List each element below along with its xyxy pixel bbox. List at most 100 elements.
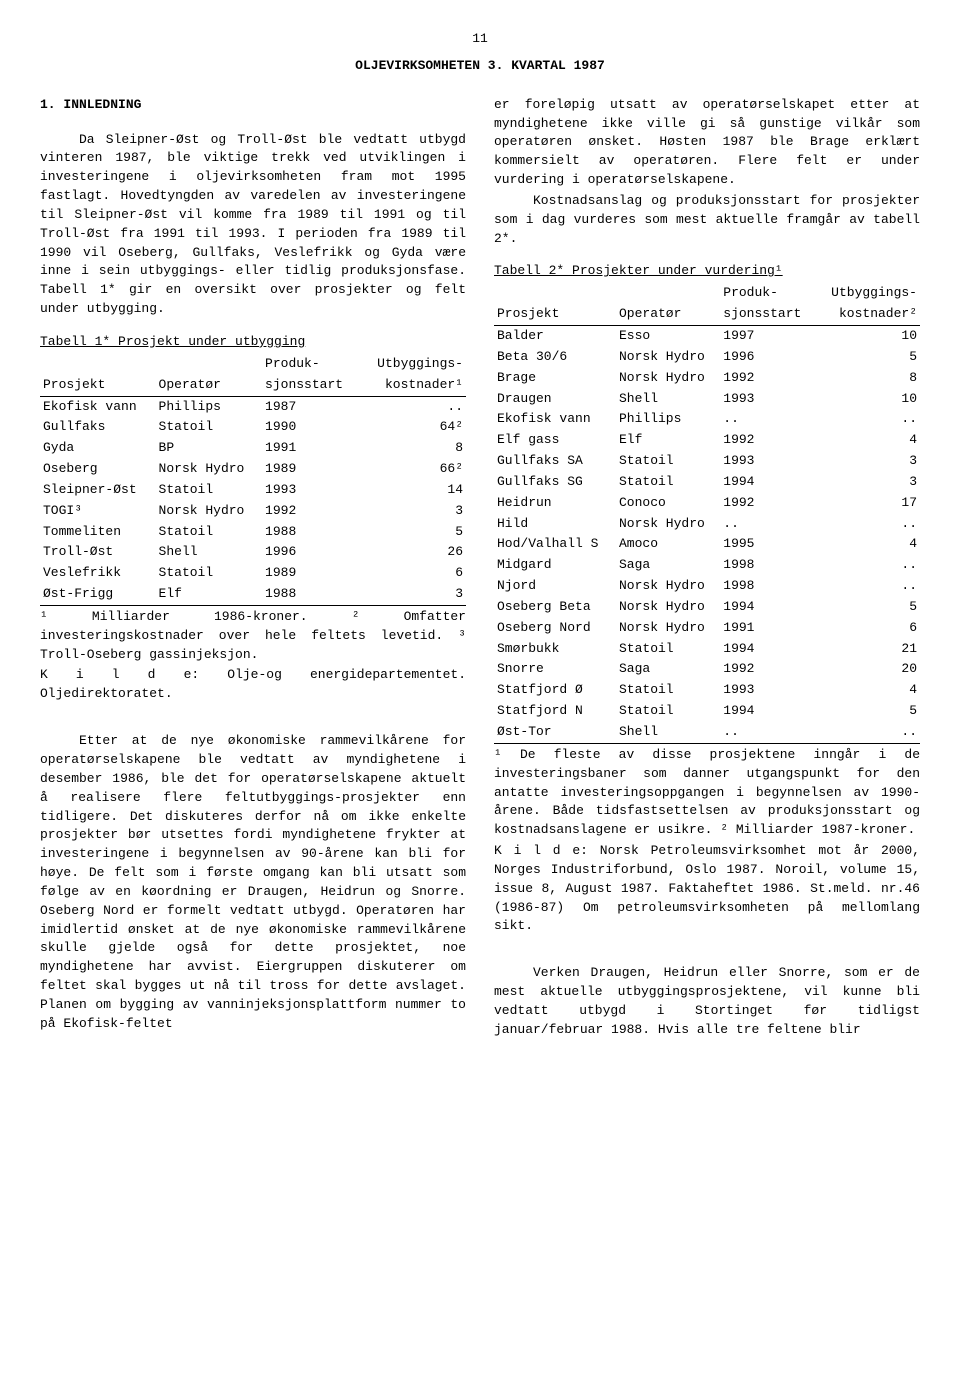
table-cell: Midgard bbox=[494, 555, 616, 576]
table-cell: 1993 bbox=[262, 480, 359, 501]
table-cell: 1993 bbox=[720, 680, 815, 701]
right-column: er foreløpig utsatt av operatørselskapet… bbox=[494, 96, 920, 1042]
table-cell: Veslefrikk bbox=[40, 563, 156, 584]
table-cell: Elf bbox=[156, 584, 263, 605]
table-cell: Norsk Hydro bbox=[156, 459, 263, 480]
table-cell: Gullfaks SA bbox=[494, 451, 616, 472]
table-cell: Phillips bbox=[616, 409, 720, 430]
table-cell: Hild bbox=[494, 514, 616, 535]
table-cell: 1994 bbox=[720, 597, 815, 618]
table-cell: Hod/Valhall S bbox=[494, 534, 616, 555]
table-header-row: Produk- Utbyggings- bbox=[40, 354, 466, 375]
table-row: Sleipner-ØstStatoil199314 bbox=[40, 480, 466, 501]
table-cell: .. bbox=[720, 409, 815, 430]
table-row: VeslefrikkStatoil19896 bbox=[40, 563, 466, 584]
paragraph: er foreløpig utsatt av operatørselskapet… bbox=[494, 96, 920, 190]
table-cell: Amoco bbox=[616, 534, 720, 555]
table-cell: 1989 bbox=[262, 563, 359, 584]
col-header: sjonsstart bbox=[262, 375, 359, 396]
table-cell: Norsk Hydro bbox=[616, 368, 720, 389]
table-cell: Elf gass bbox=[494, 430, 616, 451]
table-cell: 3 bbox=[359, 584, 466, 605]
table-header-row: Prosjekt Operatør sjonsstart kostnader¹ bbox=[40, 375, 466, 396]
table-row: Beta 30/6Norsk Hydro19965 bbox=[494, 347, 920, 368]
table-row: NjordNorsk Hydro1998.. bbox=[494, 576, 920, 597]
table-cell: Shell bbox=[616, 389, 720, 410]
table-header-row: Produk- Utbyggings- bbox=[494, 283, 920, 304]
table-cell: Statoil bbox=[616, 451, 720, 472]
table-cell: 1992 bbox=[720, 659, 815, 680]
col-header: Prosjekt bbox=[40, 375, 156, 396]
table-cell: .. bbox=[816, 555, 920, 576]
table-cell: Draugen bbox=[494, 389, 616, 410]
table-cell: 8 bbox=[816, 368, 920, 389]
col-header: kostnader¹ bbox=[359, 375, 466, 396]
col-header: Produk- bbox=[720, 283, 815, 304]
table-cell: 5 bbox=[816, 347, 920, 368]
table-cell: 1992 bbox=[720, 430, 815, 451]
table-cell: Esso bbox=[616, 325, 720, 346]
col-header: Utbyggings- bbox=[359, 354, 466, 375]
table-row: Elf gassElf19924 bbox=[494, 430, 920, 451]
table-cell: Troll-Øst bbox=[40, 542, 156, 563]
table-cell: 17 bbox=[816, 493, 920, 514]
table-cell: Ekofisk vann bbox=[494, 409, 616, 430]
table-cell: 1988 bbox=[262, 584, 359, 605]
table-cell: 1996 bbox=[262, 542, 359, 563]
table-cell: 1994 bbox=[720, 701, 815, 722]
table-row: SnorreSaga199220 bbox=[494, 659, 920, 680]
table-cell: Statoil bbox=[156, 522, 263, 543]
table-cell: 1987 bbox=[262, 396, 359, 417]
table-cell: Elf bbox=[616, 430, 720, 451]
table-cell: 66² bbox=[359, 459, 466, 480]
table-cell: Shell bbox=[616, 722, 720, 743]
table-cell: Gullfaks SG bbox=[494, 472, 616, 493]
table-cell: Norsk Hydro bbox=[616, 514, 720, 535]
table-cell: Øst-Tor bbox=[494, 722, 616, 743]
two-column-layout: 1. INNLEDNING Da Sleipner-Øst og Troll-Ø… bbox=[40, 96, 920, 1042]
table-header-row: Prosjekt Operatør sjonsstart kostnader² bbox=[494, 304, 920, 325]
table-row: Statfjord ØStatoil19934 bbox=[494, 680, 920, 701]
table-cell: TOGI³ bbox=[40, 501, 156, 522]
table-cell: Njord bbox=[494, 576, 616, 597]
table-row: Gullfaks SGStatoil19943 bbox=[494, 472, 920, 493]
table-cell: .. bbox=[720, 722, 815, 743]
table-row: OsebergNorsk Hydro198966² bbox=[40, 459, 466, 480]
table-cell: 1989 bbox=[262, 459, 359, 480]
table-cell: Statoil bbox=[616, 639, 720, 660]
table-cell: 1993 bbox=[720, 451, 815, 472]
table2-footnote: ¹ De fleste av disse prosjektene inngår … bbox=[494, 746, 920, 840]
table-cell: Statoil bbox=[156, 480, 263, 501]
table-row: DraugenShell199310 bbox=[494, 389, 920, 410]
table-cell: 3 bbox=[359, 501, 466, 522]
table-cell: Brage bbox=[494, 368, 616, 389]
table-row: Oseberg BetaNorsk Hydro19945 bbox=[494, 597, 920, 618]
table-cell: Øst-Frigg bbox=[40, 584, 156, 605]
table-cell: 1991 bbox=[720, 618, 815, 639]
table-cell: Oseberg Beta bbox=[494, 597, 616, 618]
col-header: sjonsstart bbox=[720, 304, 815, 325]
table-cell: 1992 bbox=[262, 501, 359, 522]
col-header: Utbyggings- bbox=[816, 283, 920, 304]
table2-kilde: K i l d e: Norsk Petroleumsvirksomhet mo… bbox=[494, 842, 920, 936]
table-row: Troll-ØstShell199626 bbox=[40, 542, 466, 563]
table-cell: .. bbox=[816, 722, 920, 743]
table-cell: Heidrun bbox=[494, 493, 616, 514]
table-row: Øst-TorShell.... bbox=[494, 722, 920, 743]
table-cell: 6 bbox=[816, 618, 920, 639]
table-cell: Beta 30/6 bbox=[494, 347, 616, 368]
table-cell: 1990 bbox=[262, 417, 359, 438]
table-cell: 5 bbox=[816, 701, 920, 722]
table-cell: 20 bbox=[816, 659, 920, 680]
table-cell: .. bbox=[816, 576, 920, 597]
col-header: Operatør bbox=[156, 375, 263, 396]
table-cell: 26 bbox=[359, 542, 466, 563]
main-title: OLJEVIRKSOMHETEN 3. KVARTAL 1987 bbox=[40, 57, 920, 76]
col-header: kostnader² bbox=[816, 304, 920, 325]
table-cell: 8 bbox=[359, 438, 466, 459]
table-row: GullfaksStatoil199064² bbox=[40, 417, 466, 438]
table-row: Oseberg NordNorsk Hydro19916 bbox=[494, 618, 920, 639]
table-cell: 1995 bbox=[720, 534, 815, 555]
table-cell: Norsk Hydro bbox=[616, 576, 720, 597]
table-cell: 1998 bbox=[720, 576, 815, 597]
